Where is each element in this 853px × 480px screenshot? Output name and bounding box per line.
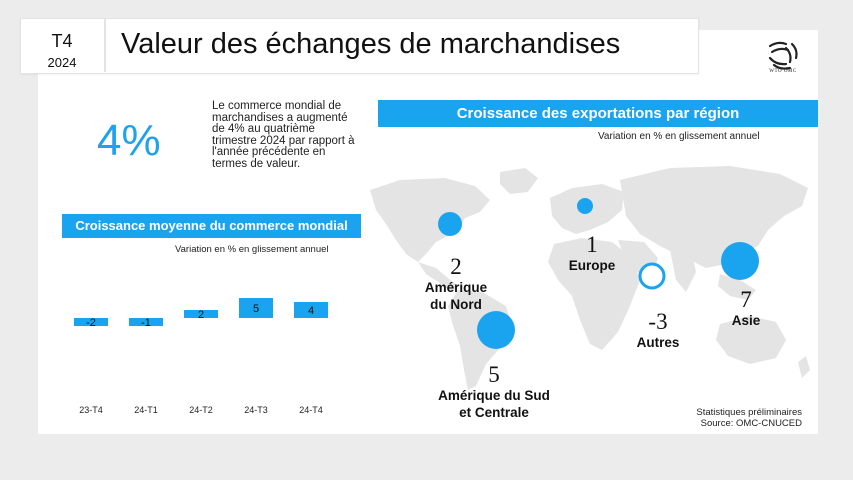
bar-24-t3: [239, 298, 273, 318]
wto-logo-icon: [768, 41, 798, 70]
bubble-south-america: [477, 311, 515, 349]
footnote-preliminary: Statistiques préliminaires: [696, 407, 802, 418]
region-others: -3 Autres: [618, 310, 698, 351]
page-title: Valeur des échanges de marchandises: [121, 28, 621, 60]
bubble-others: [638, 262, 666, 290]
tick-label-24-t4: 24-T4: [299, 405, 323, 415]
tick-label-24-t2: 24-T2: [189, 405, 213, 415]
footnote-source: Source: OMC-CNUCED: [700, 418, 802, 429]
left-chart-title: Croissance moyenne du commerce mondial: [62, 214, 361, 238]
greenland-shape: [500, 168, 538, 194]
region-europe-name: Europe: [568, 258, 616, 273]
bar-value-24-t4: 4: [308, 305, 314, 317]
region-asia-name: Asie: [731, 313, 761, 328]
new-zealand-shape: [798, 356, 810, 378]
region-north-america-name-1: Amérique: [424, 280, 488, 295]
region-south-america: 5 Amérique du Sud et Centrale: [428, 363, 560, 421]
bar-23-t4: [74, 318, 108, 326]
quarter-badge: T4 2024: [20, 18, 106, 72]
region-asia-value: 7: [740, 287, 752, 312]
bar-24-t4: [294, 302, 328, 318]
bar-value-24-t2: 2: [198, 309, 204, 321]
region-others-name: Autres: [636, 335, 680, 350]
bar-24-t1: [129, 318, 163, 326]
central-america-shape: [418, 262, 458, 292]
bubble-europe: [577, 198, 593, 214]
australia-shape: [716, 316, 786, 364]
right-chart-title: Croissance des exportations par région: [378, 100, 818, 127]
region-south-america-name-1: Amérique du Sud: [438, 388, 550, 403]
bar-value-23-t4: -2: [86, 317, 96, 329]
tick-label-24-t1: 24-T1: [134, 405, 158, 415]
bubble-north-america: [438, 212, 462, 236]
left-chart-subtitle: Variation en % en glissement annuel: [175, 244, 329, 255]
asia-shape: [620, 166, 808, 268]
tick-label-23-t4: 23-T4: [79, 405, 103, 415]
tick-label-24-t3: 24-T3: [244, 405, 268, 415]
india-shape: [670, 250, 696, 292]
world-map: [370, 166, 810, 390]
southeast-asia-shape: [718, 274, 756, 300]
region-europe: 1 Europe: [552, 233, 632, 274]
footnote: Statistiques préliminaires Source: OMC-C…: [696, 407, 802, 429]
region-asia: 7 Asie: [706, 288, 786, 329]
quarter-label: T4: [51, 31, 73, 51]
trade-growth-bar-chart: -2 23-T4 -1 24-T1 2 24-T2 5 24-T3 4 24-T4: [74, 298, 328, 415]
region-south-america-name-2: et Centrale: [459, 405, 529, 420]
africa-shape: [548, 238, 640, 350]
region-europe-value: 1: [586, 232, 598, 257]
year-label: 2024: [47, 55, 77, 70]
bubble-asia: [721, 242, 759, 280]
region-bubbles: [438, 198, 759, 349]
north-america-shape: [370, 178, 490, 262]
headline-description: Le commerce mondial de marchandises a au…: [212, 100, 355, 170]
right-chart-subtitle: Variation en % en glissement annuel: [598, 131, 760, 142]
region-others-value: -3: [648, 309, 668, 334]
bar-24-t2: [184, 310, 218, 318]
bar-value-24-t3: 5: [253, 303, 259, 315]
region-north-america-value: 2: [450, 254, 462, 279]
region-south-america-value: 5: [488, 362, 500, 387]
bar-value-24-t1: -1: [141, 317, 151, 329]
headline-percentage: 4%: [97, 116, 161, 165]
header-bar: [20, 18, 699, 74]
wto-logo-text: WTO OMC: [769, 69, 797, 74]
region-north-america-name-2: du Nord: [430, 297, 482, 312]
region-north-america: 2 Amérique du Nord: [401, 255, 511, 313]
